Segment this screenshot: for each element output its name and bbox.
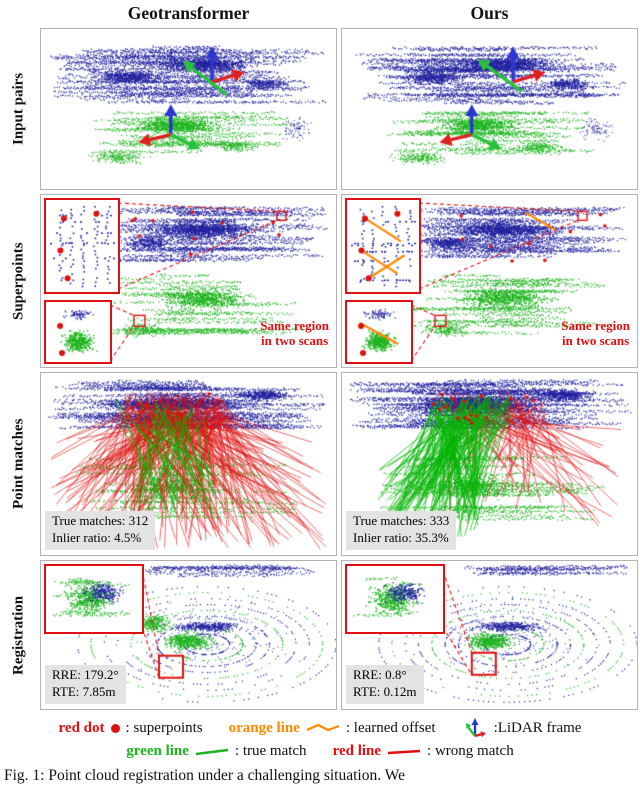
legend: red dot : superpoints orange line : lear…	[0, 710, 640, 763]
panel-input-ours	[341, 28, 638, 190]
legend-item-wrong-match: red line : wrong match	[333, 740, 514, 763]
panel-input-geotransformer	[40, 28, 337, 190]
same-region-note-line2: in two scans	[261, 333, 329, 349]
legend-row-1: red dot : superpoints orange line : lear…	[4, 716, 636, 740]
row-label-registration: Registration	[10, 595, 27, 675]
same-region-note: Same region in two scans	[561, 318, 630, 349]
registration-stats-geotransformer: RRE: 179.2° RTE: 7.85m	[45, 665, 126, 704]
zoom-inset-top	[345, 198, 421, 294]
zoom-inset-bottom-canvas	[347, 302, 411, 362]
rte-value: RTE: 0.12m	[353, 684, 417, 700]
inlier-ratio-value: Inlier ratio: 35.3%	[353, 530, 449, 546]
panel-matches-geotransformer: True matches: 312 Inlier ratio: 4.5%	[40, 372, 337, 556]
zoom-inset-bottom	[345, 300, 413, 364]
green-line-icon	[195, 748, 229, 755]
legend-item-lidar-frame: :LiDAR frame	[462, 716, 582, 740]
row-label-superpoints: Superpoints	[10, 242, 27, 320]
legend-green-line-label: green line	[126, 743, 189, 759]
row-label-point-matches: Point matches	[10, 418, 27, 510]
zoom-inset-registration	[44, 564, 144, 634]
zoom-inset-registration	[345, 564, 445, 634]
zoom-inset-bottom-canvas	[46, 302, 110, 362]
legend-item-learned-offset: orange line : learned offset	[229, 717, 436, 740]
zoom-inset-registration-canvas	[347, 566, 443, 632]
figure-grid: Geotransformer Ours Input pairs Superpoi…	[2, 2, 638, 710]
column-header-geotransformer: Geotransformer	[127, 2, 250, 23]
zoom-inset-bottom	[44, 300, 112, 364]
figure-caption: Fig. 1: Point cloud registration under a…	[4, 767, 405, 784]
match-stats-geotransformer: True matches: 312 Inlier ratio: 4.5%	[45, 511, 156, 550]
legend-red-line-desc: : wrong match	[427, 743, 514, 759]
zoom-inset-top	[44, 198, 120, 294]
inlier-ratio-value: Inlier ratio: 4.5%	[52, 530, 142, 546]
legend-orange-line-desc: : learned offset	[345, 719, 436, 736]
same-region-note-line1: Same region	[260, 318, 329, 334]
same-region-note-line2: in two scans	[562, 333, 630, 349]
rre-value: RRE: 179.2°	[52, 667, 119, 683]
panel-superpoints-ours: Same region in two scans	[341, 194, 638, 368]
match-stats-ours: True matches: 333 Inlier ratio: 35.3%	[346, 511, 457, 550]
legend-red-dot-desc: : superpoints	[125, 719, 203, 736]
legend-green-line-desc: : true match	[234, 743, 307, 759]
legend-row-2: green line : true match red line : wrong…	[4, 740, 636, 763]
pointcloud-input-geotransformer	[41, 29, 336, 189]
legend-lidar-desc: :LiDAR frame	[493, 719, 582, 736]
pointcloud-input-ours	[342, 29, 637, 189]
red-dot-icon	[110, 723, 120, 733]
panel-matches-ours: True matches: 333 Inlier ratio: 35.3%	[341, 372, 638, 556]
same-region-note: Same region in two scans	[260, 318, 329, 349]
legend-red-line-label: red line	[332, 743, 382, 759]
legend-orange-line-label: orange line	[228, 719, 300, 736]
orange-line-icon	[306, 723, 340, 732]
zoom-inset-registration-canvas	[46, 566, 142, 632]
legend-item-superpoints: red dot : superpoints	[59, 717, 203, 740]
legend-red-dot-label: red dot	[58, 719, 105, 736]
panel-registration-ours: RRE: 0.8° RTE: 0.12m	[341, 560, 638, 710]
row-label-input-pairs: Input pairs	[10, 72, 27, 146]
zoom-inset-top-canvas	[46, 200, 118, 292]
true-matches-value: True matches: 333	[353, 513, 450, 529]
lidar-frame-icon	[465, 718, 486, 738]
panel-registration-geotransformer: RRE: 179.2° RTE: 7.85m	[40, 560, 337, 710]
rte-value: RTE: 7.85m	[52, 684, 116, 700]
same-region-note-line1: Same region	[561, 318, 630, 334]
column-header-ours: Ours	[470, 2, 509, 23]
registration-stats-ours: RRE: 0.8° RTE: 0.12m	[346, 665, 424, 704]
legend-item-true-match: green line : true match	[126, 740, 306, 763]
rre-value: RRE: 0.8°	[353, 667, 407, 683]
zoom-inset-top-canvas	[347, 200, 419, 292]
grid-corner	[2, 2, 36, 24]
true-matches-value: True matches: 312	[52, 513, 149, 529]
panel-superpoints-geotransformer: Same region in two scans	[40, 194, 337, 368]
red-line-icon	[387, 749, 421, 754]
